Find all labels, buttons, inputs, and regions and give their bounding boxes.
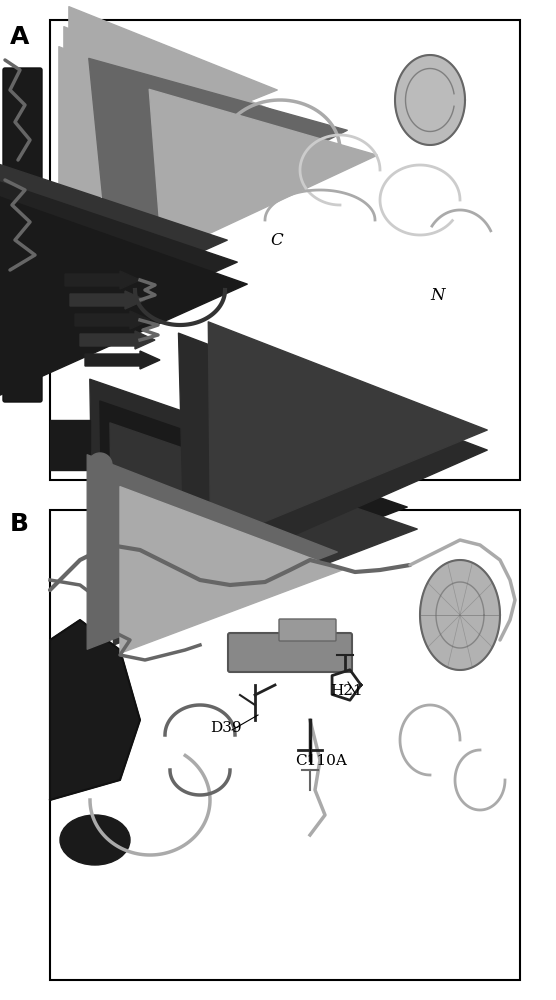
FancyArrow shape [80, 331, 155, 349]
Polygon shape [50, 620, 140, 800]
Text: B: B [10, 512, 29, 536]
Bar [50, 510, 520, 980]
Text: D39: D39 [210, 721, 242, 735]
Ellipse shape [60, 815, 130, 865]
Bar [50, 20, 520, 480]
Text: C: C [270, 232, 283, 249]
FancyBboxPatch shape [228, 633, 352, 672]
Polygon shape [50, 420, 90, 470]
Polygon shape [420, 560, 500, 670]
FancyBboxPatch shape [3, 68, 42, 402]
Text: H21: H21 [330, 684, 363, 698]
FancyBboxPatch shape [279, 619, 336, 641]
Circle shape [88, 453, 112, 477]
Polygon shape [395, 55, 465, 145]
FancyArrow shape [70, 291, 145, 309]
FancyArrow shape [85, 351, 160, 369]
FancyArrow shape [65, 271, 140, 289]
Text: C110A: C110A [295, 754, 347, 768]
Text: N: N [430, 287, 444, 304]
FancyArrow shape [75, 311, 150, 329]
Text: A: A [10, 25, 29, 49]
